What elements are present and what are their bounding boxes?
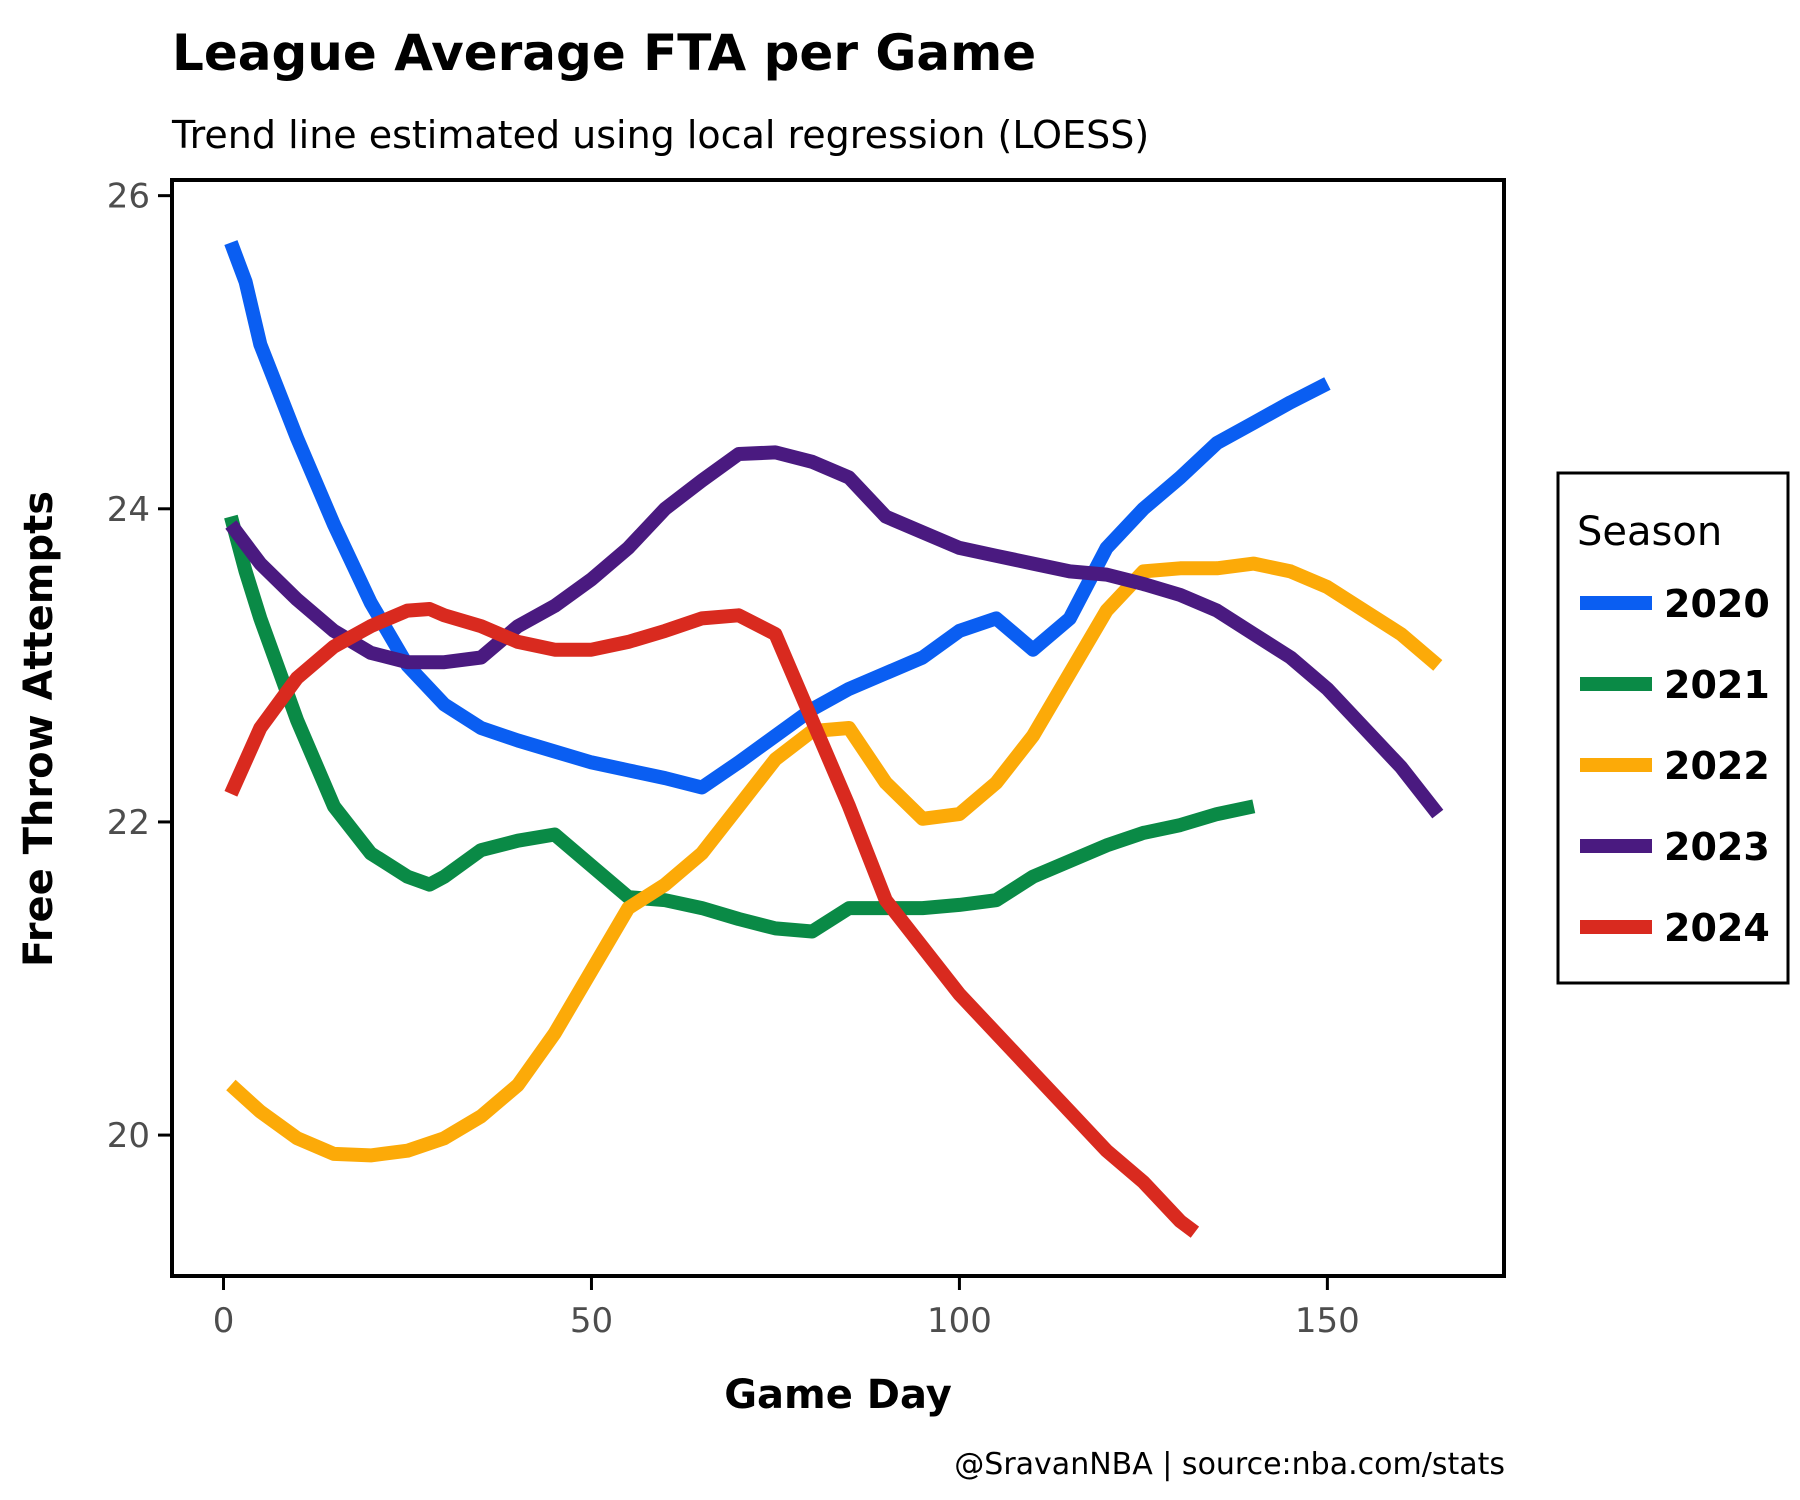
legend-items: 2020 2021 2022 2023 2024 [1580, 582, 1770, 950]
y-tick-label: 24 [107, 490, 150, 530]
legend-label-2020: 2020 [1664, 582, 1770, 626]
x-tick-label: 100 [927, 1301, 992, 1341]
y-tick-label: 26 [107, 177, 150, 217]
legend-title: Season [1577, 509, 1722, 555]
legend-label-2023: 2023 [1664, 825, 1770, 869]
legend-label-2022: 2022 [1664, 744, 1770, 788]
x-axis: 0 50 100 150 [213, 1276, 1360, 1341]
legend-box [1556, 471, 1790, 985]
x-tick-label: 150 [1295, 1301, 1360, 1341]
legend: Season 2020 2021 2022 2023 2024 [1556, 471, 1790, 985]
plot-panel [170, 178, 1506, 1278]
y-axis: 20 22 24 26 [107, 177, 172, 1156]
series-line-2021 [224, 514, 1256, 939]
chart-title: League Average FTA per Game [172, 24, 1036, 82]
y-axis-title: Free Throw Attempts [16, 491, 62, 967]
x-tick-label: 0 [213, 1301, 235, 1341]
x-tick-label: 50 [570, 1301, 613, 1341]
legend-label-2024: 2024 [1664, 906, 1770, 950]
legend-label-2021: 2021 [1664, 663, 1770, 707]
series-line-2024 [224, 602, 1200, 1238]
series-line-2023 [225, 445, 1444, 819]
x-axis-title: Game Day [724, 1372, 952, 1418]
chart-subtitle: Trend line estimated using local regress… [171, 113, 1149, 157]
series-line-2020 [224, 240, 1331, 795]
y-tick-label: 20 [107, 1116, 150, 1156]
series-line-2022 [226, 556, 1443, 1163]
y-tick-label: 22 [107, 803, 150, 843]
series-lines [224, 240, 1444, 1238]
chart-caption: @SravanNBA | source:nba.com/stats [954, 1447, 1505, 1482]
